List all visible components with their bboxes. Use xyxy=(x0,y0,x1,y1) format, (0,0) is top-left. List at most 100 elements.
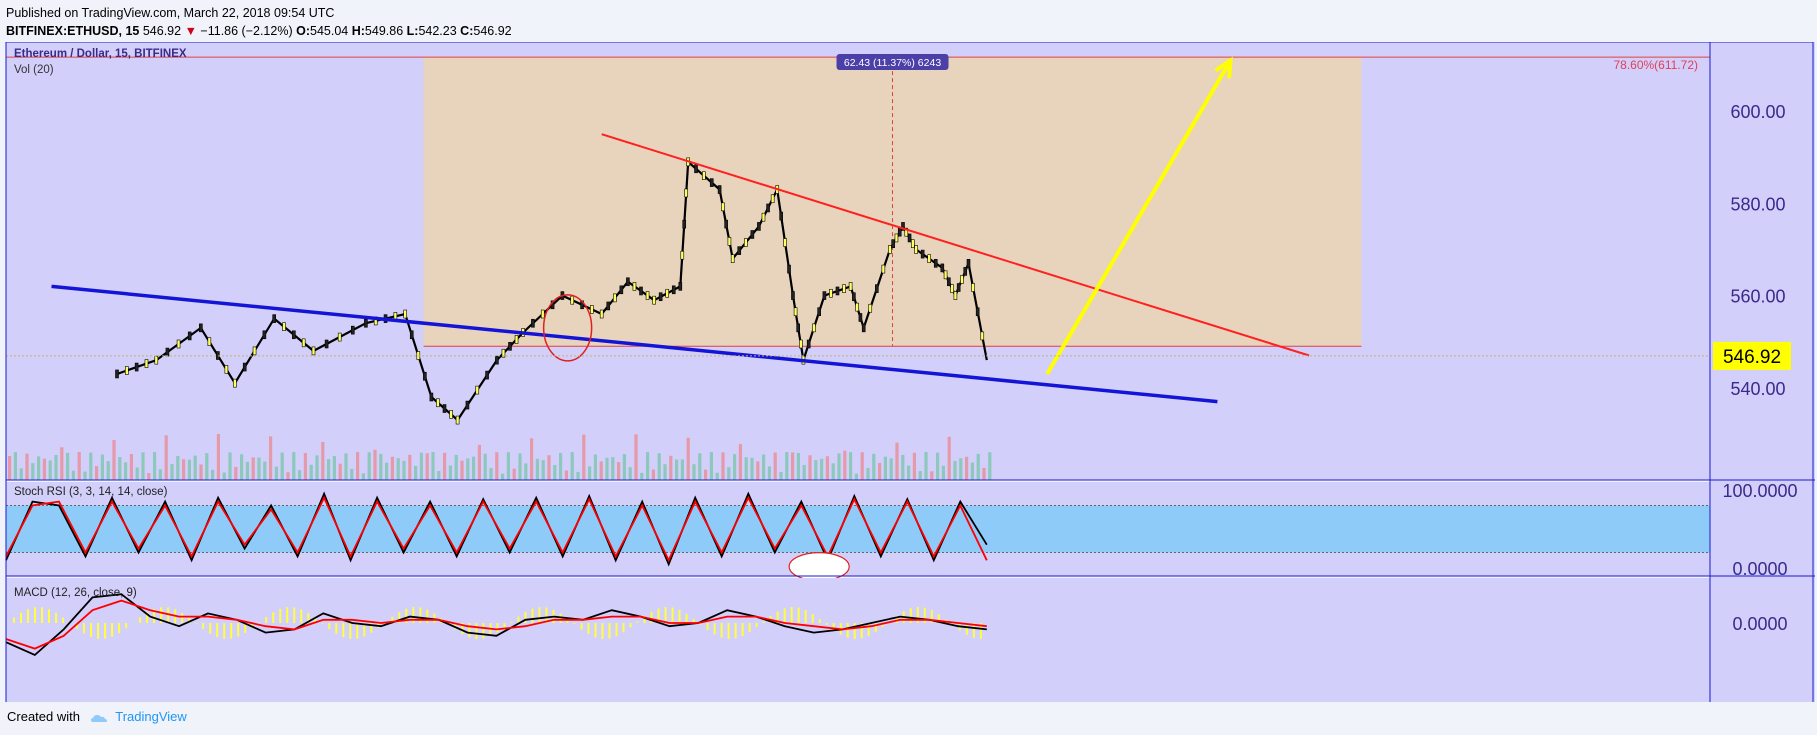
volume-bar xyxy=(228,452,232,480)
tradingview-cloud-icon xyxy=(90,714,107,722)
candle xyxy=(658,292,663,302)
volume-bar xyxy=(646,452,650,480)
volume-bar xyxy=(95,466,99,480)
candle xyxy=(721,202,725,212)
stoch-title: Stoch RSI (3, 3, 14, 14, close) xyxy=(14,486,168,498)
volume-bar xyxy=(483,453,487,480)
volume-bar xyxy=(106,461,110,480)
macd-histogram-bar xyxy=(314,618,317,623)
macd-pane[interactable]: MACD (12, 26, close, 9) xyxy=(5,578,1710,667)
candle xyxy=(449,409,453,419)
volume-bar xyxy=(495,452,499,480)
volume-bar xyxy=(390,456,394,480)
macd-histogram-bar xyxy=(405,608,408,623)
macd-histogram-bar xyxy=(475,623,478,639)
candle xyxy=(495,355,499,365)
candle xyxy=(465,400,470,410)
volume-bar xyxy=(791,452,795,480)
candle xyxy=(514,335,519,344)
candle xyxy=(364,318,368,328)
volume-bar xyxy=(373,449,377,480)
candle xyxy=(947,277,951,287)
volume-bar xyxy=(849,452,853,480)
macd-histogram-bar xyxy=(573,623,576,625)
volume-bar xyxy=(663,464,667,480)
price-tick-label: 600.00 xyxy=(1730,102,1785,122)
macd-histogram-bar xyxy=(832,623,835,631)
macd-histogram-bar xyxy=(160,607,163,623)
chart-area[interactable]: 62.43 (11.37%) 6243 78.60%(611.72) Ethereu… xyxy=(0,42,1817,702)
volume-bar xyxy=(408,454,412,480)
macd-histogram-bar xyxy=(62,617,65,623)
volume-indicator-label: Vol (20) xyxy=(14,64,54,76)
candle xyxy=(766,203,770,213)
macd-histogram-bar xyxy=(643,616,646,623)
volume-bar xyxy=(361,473,365,480)
candle xyxy=(125,366,129,375)
candle xyxy=(282,322,286,332)
candle xyxy=(531,318,535,328)
macd-histogram-bar xyxy=(111,623,114,637)
volume-bar xyxy=(582,434,586,480)
tradingview-link[interactable]: TradingView xyxy=(115,709,187,724)
candle xyxy=(888,245,892,254)
candle xyxy=(861,323,866,333)
macd-histogram-bar xyxy=(370,623,373,633)
macd-histogram-bar xyxy=(230,623,233,639)
volume-bar xyxy=(48,460,52,480)
volume-bar xyxy=(205,453,209,480)
volume-bar xyxy=(321,441,325,480)
volume-bar xyxy=(147,473,151,480)
macd-histogram-bar xyxy=(76,623,79,629)
candle xyxy=(626,277,630,287)
volume-bar xyxy=(854,473,858,480)
macd-histogram-bar xyxy=(685,613,688,623)
price-pane[interactable]: 62.43 (11.37%) 6243 78.60%(611.72) Ethereu… xyxy=(6,42,1815,480)
volume-bar xyxy=(466,458,470,480)
volume-bar xyxy=(634,434,638,480)
volume-bar xyxy=(419,452,423,480)
candle xyxy=(599,309,604,319)
volume-bar xyxy=(460,460,464,480)
candle xyxy=(709,178,714,187)
candle xyxy=(115,369,119,379)
volume-bar xyxy=(970,462,974,480)
candle xyxy=(134,362,139,372)
candle xyxy=(835,286,840,296)
candle xyxy=(165,347,170,357)
macd-histogram-bar xyxy=(650,611,653,623)
macd-histogram-bar xyxy=(272,612,275,623)
volume-bar xyxy=(124,462,128,480)
candle xyxy=(429,392,434,402)
volume-bar xyxy=(245,461,249,480)
candle xyxy=(311,346,316,356)
macd-histogram-bar xyxy=(461,623,464,635)
candle xyxy=(953,291,958,300)
candle xyxy=(187,331,192,341)
volume-bar xyxy=(820,458,824,480)
candle xyxy=(911,239,915,249)
volume-bar xyxy=(501,473,505,480)
last-price-label: 546.92 xyxy=(1723,347,1781,368)
low-value: 542.23 xyxy=(418,24,457,38)
macd-histogram-bar xyxy=(83,623,86,634)
range-label: 62.43 (11.37%) 6243 xyxy=(844,57,941,69)
volume-bar xyxy=(617,462,621,480)
volume-bar xyxy=(454,454,458,480)
volume-bar xyxy=(350,468,354,480)
range-label-bg xyxy=(836,54,949,70)
volume-bar xyxy=(25,453,29,480)
macd-histogram-bar xyxy=(951,623,954,626)
macd-histogram-bar xyxy=(412,607,415,623)
volume-bar xyxy=(402,460,406,480)
volume-bar xyxy=(153,452,157,480)
volume-bar xyxy=(611,457,615,480)
macd-histogram-bar xyxy=(629,623,632,628)
macd-histogram-bar xyxy=(419,607,422,623)
candle xyxy=(940,263,945,273)
candle xyxy=(337,332,342,342)
volume-bar xyxy=(506,452,510,480)
stoch-rsi-pane[interactable]: Stoch RSI (3, 3, 14, 14, close) xyxy=(5,482,1710,582)
candle xyxy=(501,348,506,358)
volume-bar xyxy=(19,468,23,480)
